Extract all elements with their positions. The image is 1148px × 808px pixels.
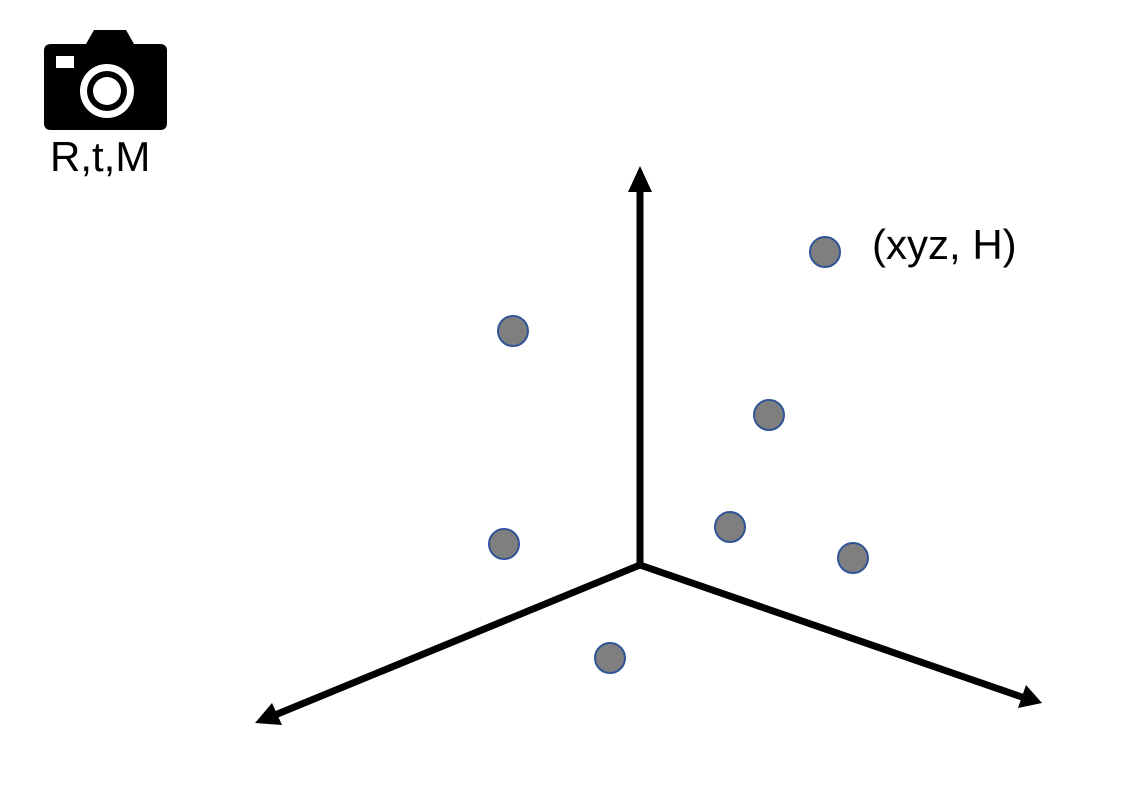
- right-axis: [636, 561, 1026, 701]
- arrowheads: [255, 166, 1042, 725]
- axes: [271, 184, 1026, 719]
- point-mid-right: [753, 399, 785, 431]
- points: [488, 236, 869, 674]
- point-far-right: [837, 542, 869, 574]
- point-center-right: [714, 511, 746, 543]
- camera-icon: [44, 30, 167, 130]
- vertical-axis-arrowhead: [628, 166, 652, 192]
- right-axis-arrowhead: [1018, 685, 1042, 708]
- point-labeled: [809, 236, 841, 268]
- point-left: [488, 528, 520, 560]
- point-label: (xyz, H): [872, 221, 1017, 268]
- left-axis: [271, 561, 644, 719]
- point-bottom: [594, 642, 626, 674]
- left-axis-arrowhead: [255, 703, 282, 725]
- point-upper-left: [497, 315, 529, 347]
- camera-label: R,t,M: [50, 133, 151, 180]
